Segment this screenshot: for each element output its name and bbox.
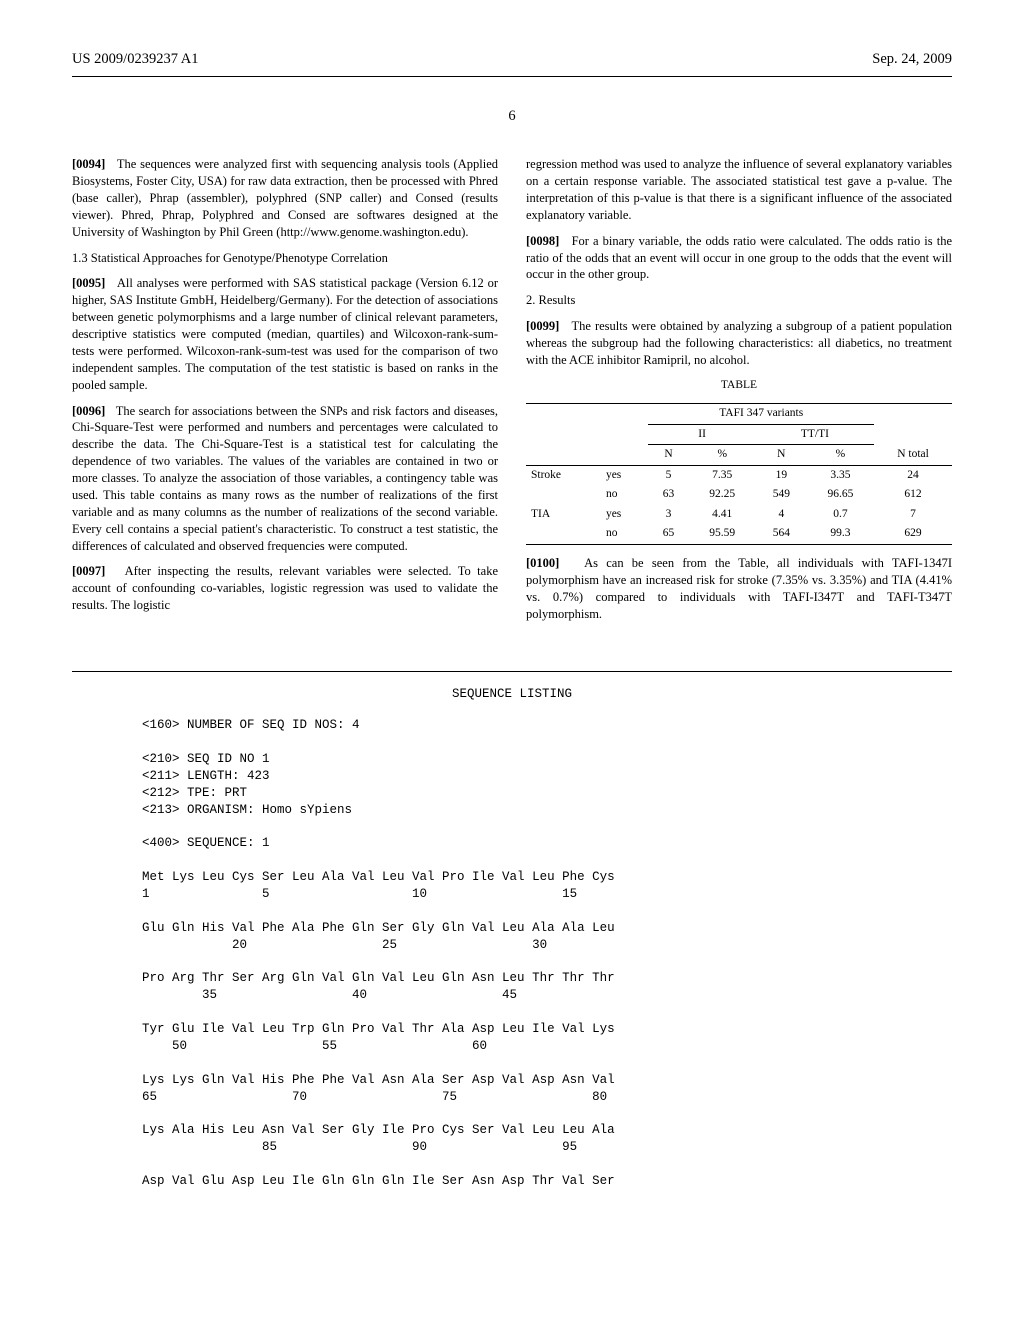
sequence-title: SEQUENCE LISTING <box>72 686 952 703</box>
pub-number: US 2009/0239237 A1 <box>72 50 199 70</box>
para-0097-cont: regression method was used to analyze th… <box>526 156 952 224</box>
col-pct: % <box>807 445 874 466</box>
para-0094: [0094] The sequences were analyzed first… <box>72 156 498 240</box>
tafi-table: TAFI 347 variants II TT/TI N % N % N tot… <box>526 403 952 545</box>
para-num: [0099] <box>526 319 559 333</box>
col-pct: % <box>689 445 756 466</box>
table-row: TIA yes 3 4.41 4 0.7 7 <box>526 505 952 525</box>
para-num: [0095] <box>72 276 105 290</box>
page-header: US 2009/0239237 A1 Sep. 24, 2009 <box>72 50 952 70</box>
para-num: [0096] <box>72 404 105 418</box>
para-text: After inspecting the results, relevant v… <box>72 564 498 612</box>
table-row: no 63 92.25 549 96.65 612 <box>526 485 952 505</box>
para-text: As can be seen from the Table, all indiv… <box>526 556 952 621</box>
col-ntotal: N total <box>874 445 952 466</box>
span-header: TAFI 347 variants <box>648 404 874 425</box>
sequence-listing: <160> NUMBER OF SEQ ID NOS: 4 <210> SEQ … <box>72 717 952 1190</box>
para-num: [0097] <box>72 564 105 578</box>
sequence-divider <box>72 671 952 672</box>
para-num: [0100] <box>526 556 559 570</box>
para-num: [0098] <box>526 234 559 248</box>
para-num: [0094] <box>72 157 105 171</box>
para-text: The search for associations between the … <box>72 404 498 553</box>
pub-date: Sep. 24, 2009 <box>872 50 952 70</box>
para-text: The results were obtained by analyzing a… <box>526 319 952 367</box>
para-text: The sequences were analyzed first with s… <box>72 157 498 239</box>
para-0095: [0095] All analyses were performed with … <box>72 275 498 393</box>
para-0097: [0097] After inspecting the results, rel… <box>72 563 498 614</box>
para-text: For a binary variable, the odds ratio we… <box>526 234 952 282</box>
right-column: regression method was used to analyze th… <box>526 156 952 631</box>
two-column-body: [0094] The sequences were analyzed first… <box>72 156 952 631</box>
para-text: All analyses were performed with SAS sta… <box>72 276 498 391</box>
table-title: TABLE <box>526 378 952 394</box>
group-ii: II <box>648 424 755 445</box>
para-0100: [0100] As can be seen from the Table, al… <box>526 555 952 623</box>
para-0099: [0099] The results were obtained by anal… <box>526 318 952 369</box>
header-rule <box>72 76 952 77</box>
group-ttti: TT/TI <box>756 424 874 445</box>
section-2-heading: 2. Results <box>526 292 952 309</box>
col-n: N <box>756 445 807 466</box>
para-0096: [0096] The search for associations betwe… <box>72 403 498 555</box>
table-row: Stroke yes 5 7.35 19 3.35 24 <box>526 465 952 485</box>
col-n: N <box>648 445 688 466</box>
table-row: no 65 95.59 564 99.3 629 <box>526 524 952 544</box>
subheading-1-3: 1.3 Statistical Approaches for Genotype/… <box>72 250 498 267</box>
left-column: [0094] The sequences were analyzed first… <box>72 156 498 631</box>
para-0098: [0098] For a binary variable, the odds r… <box>526 233 952 284</box>
page-number: 6 <box>72 107 952 127</box>
